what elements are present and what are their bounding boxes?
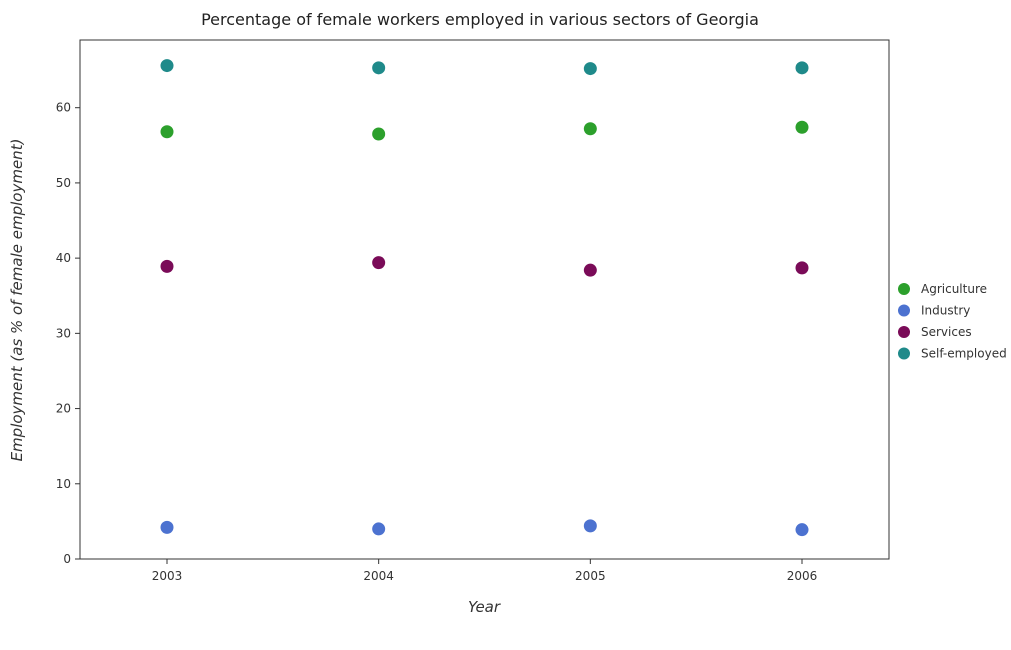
y-axis-ticks: 0 10 20 30 40 50 60 <box>56 101 80 566</box>
chart-title: Percentage of female workers employed in… <box>201 10 759 29</box>
services-point-2004 <box>372 256 386 270</box>
y-axis-label: Employment (as % of female employment) <box>8 139 26 462</box>
y-tick-label: 10 <box>56 477 71 491</box>
industry-point-2004 <box>372 522 386 536</box>
x-tick-label: 2005 <box>575 569 606 583</box>
self-employed-point-2005 <box>583 62 597 76</box>
services-point-2005 <box>583 263 597 277</box>
agriculture-point-2004 <box>372 127 386 141</box>
x-axis-label: Year <box>468 598 501 616</box>
legend-label-industry: Industry <box>921 304 970 318</box>
y-tick-label: 40 <box>56 251 71 265</box>
agriculture-point-2006 <box>795 120 809 134</box>
legend-marker-agriculture <box>898 283 910 295</box>
agriculture-point-2005 <box>583 122 597 136</box>
x-tick-label: 2006 <box>787 569 818 583</box>
services-point-2003 <box>160 259 174 273</box>
x-tick-label: 2003 <box>152 569 183 583</box>
self-employed-point-2003 <box>160 59 174 73</box>
data-points <box>160 59 809 537</box>
legend-marker-self-employed <box>898 347 910 360</box>
legend-marker-industry <box>898 304 910 317</box>
legend-label-self-employed: Self-employed <box>921 347 1007 361</box>
industry-point-2003 <box>160 520 174 534</box>
x-tick-label: 2004 <box>363 569 394 583</box>
legend-label-services: Services <box>921 325 972 339</box>
legend: Agriculture Industry Services Self-employed <box>898 282 1007 361</box>
y-tick-label: 60 <box>56 101 71 115</box>
y-tick-label: 50 <box>56 176 71 190</box>
legend-marker-services <box>898 326 910 338</box>
agriculture-point-2003 <box>160 125 174 139</box>
y-tick-label: 0 <box>63 552 71 566</box>
services-point-2006 <box>795 261 809 275</box>
plot-area-frame <box>79 39 890 560</box>
industry-point-2005 <box>583 519 597 533</box>
self-employed-point-2004 <box>372 61 386 75</box>
self-employed-point-2006 <box>795 61 809 75</box>
x-axis-ticks: 2003 2004 2005 2006 <box>152 559 818 583</box>
industry-point-2006 <box>795 523 809 537</box>
y-tick-label: 30 <box>56 326 71 340</box>
legend-label-agriculture: Agriculture <box>921 282 987 296</box>
y-tick-label: 20 <box>56 402 71 416</box>
